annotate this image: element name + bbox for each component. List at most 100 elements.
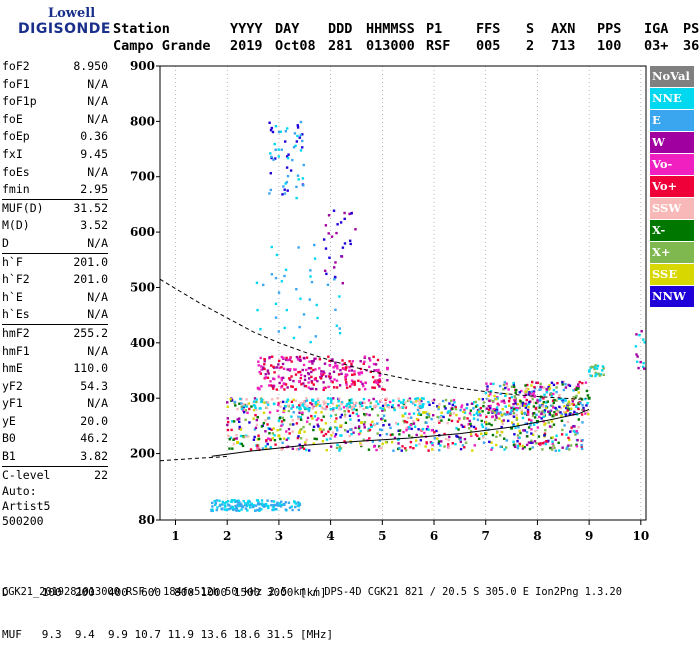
echo-point <box>530 395 534 398</box>
echo-point <box>263 360 266 363</box>
echo-point <box>393 436 397 440</box>
echo-point <box>266 369 270 372</box>
echo-point <box>500 420 504 423</box>
echo-point <box>381 387 384 391</box>
echo-point <box>440 440 443 443</box>
echo-point <box>331 358 334 361</box>
echo-point <box>303 406 306 409</box>
echo-point <box>524 406 528 409</box>
echo-point <box>273 434 276 437</box>
echo-point <box>397 438 400 441</box>
echo-point <box>359 429 362 433</box>
echo-point <box>488 440 491 444</box>
echo-point <box>387 406 391 409</box>
echo-point <box>520 409 524 412</box>
echo-point <box>242 499 245 503</box>
echo-point <box>480 423 484 426</box>
echo-point <box>516 434 520 437</box>
x-tick-label: 7 <box>482 529 490 543</box>
echo-point <box>226 401 229 404</box>
echo-point <box>262 422 266 425</box>
echo-point <box>472 407 475 410</box>
echo-point <box>417 428 420 431</box>
echo-point <box>319 372 323 376</box>
echo-point <box>498 384 502 388</box>
echo-point <box>358 388 361 391</box>
scatter-point-sse <box>236 440 240 444</box>
echo-point <box>259 372 263 375</box>
echo-point <box>535 421 539 425</box>
echo-point <box>425 427 429 431</box>
echo-point <box>573 388 577 391</box>
echo-point <box>275 366 279 369</box>
echo-point <box>409 416 413 419</box>
header-value: 713 <box>551 38 576 54</box>
param-key: fmin <box>2 182 30 197</box>
echo-point <box>267 504 270 508</box>
echo-point <box>287 404 290 407</box>
echo-point <box>238 501 241 504</box>
echo-point <box>575 387 579 390</box>
echo-point <box>277 155 281 158</box>
echo-point <box>552 383 556 387</box>
echo-point <box>487 411 490 414</box>
echo-point <box>568 413 571 416</box>
echo-point <box>602 367 605 370</box>
echo-point <box>470 402 474 405</box>
echo-point <box>360 401 364 405</box>
echo-point <box>266 499 269 502</box>
echo-point <box>584 381 588 384</box>
echo-point <box>577 418 581 421</box>
echo-point <box>378 385 381 388</box>
echo-point <box>315 303 318 307</box>
echo-point <box>512 385 516 388</box>
echo-point <box>436 415 439 419</box>
echo-point <box>287 427 291 431</box>
echo-point <box>566 409 569 412</box>
echo-point <box>545 440 548 443</box>
echo-point <box>240 405 244 408</box>
echo-point <box>463 411 467 414</box>
echo-point <box>302 447 306 450</box>
echo-point <box>277 401 280 405</box>
echo-point <box>332 397 335 400</box>
echo-point <box>286 398 289 401</box>
echo-point <box>474 405 478 408</box>
echo-point <box>288 377 291 380</box>
echo-point <box>418 405 422 408</box>
echo-point <box>316 316 319 320</box>
echo-point <box>403 405 407 408</box>
echo-point <box>332 386 336 389</box>
echo-point <box>295 288 298 291</box>
echo-point <box>280 386 283 389</box>
echo-point <box>377 368 380 372</box>
echo-point <box>505 439 508 442</box>
echo-point <box>242 435 245 439</box>
echo-point <box>636 360 639 364</box>
echo-point <box>444 437 448 441</box>
echo-point <box>383 388 386 391</box>
echo-point <box>279 428 282 431</box>
x-tick-label: 1 <box>171 529 179 543</box>
echo-point <box>280 420 284 423</box>
echo-point <box>588 370 591 373</box>
echo-point <box>230 428 233 432</box>
echo-point <box>253 428 257 431</box>
echo-point <box>265 439 268 442</box>
echo-point <box>458 417 461 420</box>
echo-point <box>305 420 309 423</box>
echo-point <box>444 398 448 402</box>
echo-point <box>526 388 530 391</box>
header-label: DAY <box>275 21 300 37</box>
echo-point <box>567 383 570 387</box>
echo-point <box>268 192 271 195</box>
echo-point <box>490 441 493 444</box>
echo-point <box>386 358 389 362</box>
echo-point <box>302 400 306 403</box>
echo-point <box>257 437 261 441</box>
echo-point <box>372 362 376 366</box>
echo-point <box>567 400 571 403</box>
echo-point <box>268 427 271 431</box>
echo-point <box>560 397 563 401</box>
echo-point <box>386 367 389 371</box>
